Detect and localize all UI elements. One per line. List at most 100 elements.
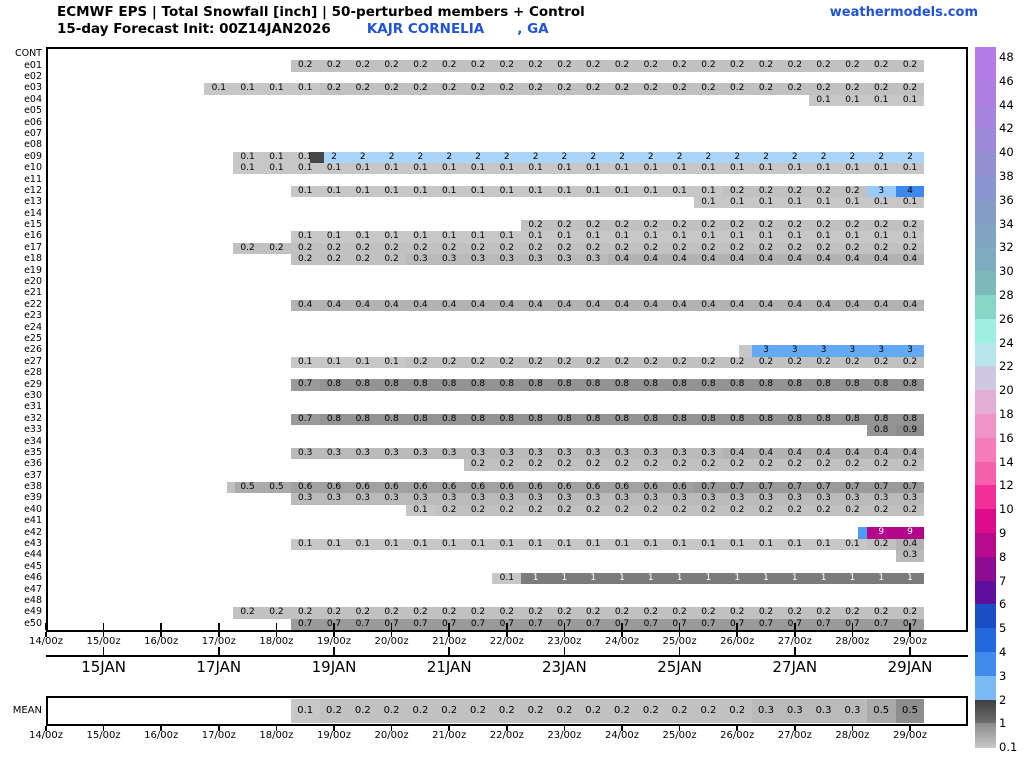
value-cell: 0.4 xyxy=(636,299,666,312)
date-tick xyxy=(678,647,681,656)
mean-cell: 0.5 xyxy=(895,699,925,723)
mean-tick-label: 28/00z xyxy=(835,730,870,741)
row-label: e06 xyxy=(24,116,42,128)
value-cell: 0.1 xyxy=(578,538,608,551)
value-cell: 0.8 xyxy=(550,413,579,425)
value-cell: 0.1 xyxy=(722,162,752,175)
value-cell: 0.1 xyxy=(521,185,550,198)
x-tick xyxy=(390,623,393,630)
value-cell: 0.1 xyxy=(838,231,867,243)
mean-tick-label: 18/00z xyxy=(259,730,294,741)
value-cell: 0.8 xyxy=(607,413,637,425)
value-cell: 0.1 xyxy=(348,231,378,243)
colorbar-label: 18 xyxy=(999,407,1014,421)
value-cell: 0.1 xyxy=(895,231,925,243)
value-cell: 0.2 xyxy=(665,459,694,471)
colorbar-segment xyxy=(975,461,996,486)
x-tick xyxy=(448,726,450,731)
value-cell: 0.2 xyxy=(751,242,781,255)
value-cell: 0.4 xyxy=(895,538,925,551)
colorbar-segment xyxy=(975,80,996,106)
value-cell: 0.3 xyxy=(377,493,406,505)
value-cell: 0.3 xyxy=(406,447,435,460)
value-cell: 0.1 xyxy=(492,162,522,175)
brand-link[interactable]: weathermodels.com xyxy=(829,5,978,20)
value-cell: 0.2 xyxy=(348,242,378,255)
date-label: 23JAN xyxy=(542,658,587,676)
mean-cell: 0.3 xyxy=(838,699,867,723)
value-cell: 2 xyxy=(895,151,925,163)
value-cell: 2 xyxy=(694,151,723,163)
value-cell: 0.2 xyxy=(348,60,378,72)
value-cell: 0.2 xyxy=(722,459,752,471)
value-cell: 0.6 xyxy=(377,481,406,494)
date-tick xyxy=(909,647,911,656)
value-cell: 0.1 xyxy=(290,162,320,175)
value-cell: 0.4 xyxy=(780,254,810,266)
value-cell: 1 xyxy=(521,573,550,585)
value-cell: 0.2 xyxy=(348,83,378,95)
value-cell: 0.2 xyxy=(838,607,867,619)
x-tick-label: 15/00z xyxy=(86,636,121,647)
value-cell: 0.2 xyxy=(578,83,608,95)
colorbar-label: 4 xyxy=(999,645,1007,659)
date-axis-line xyxy=(46,655,968,657)
mean-cell: 0.1 xyxy=(290,699,320,723)
colorbar-segment xyxy=(975,318,996,344)
value-cell: 0.1 xyxy=(233,83,262,95)
value-cell: 1 xyxy=(866,573,896,585)
value-cell: 0.1 xyxy=(607,162,637,175)
value-cell: 0.3 xyxy=(348,493,378,505)
x-tick xyxy=(621,726,623,731)
x-tick xyxy=(160,726,162,731)
value-cell: 0.8 xyxy=(578,379,608,391)
value-cell: 2 xyxy=(492,151,522,163)
value-cell: 0.1 xyxy=(809,162,838,175)
value-cell: 0.3 xyxy=(895,493,925,505)
value-cell: 0.2 xyxy=(722,185,752,198)
value-cell: 0.8 xyxy=(751,413,781,425)
value-cell: 0.1 xyxy=(694,538,723,551)
value-cell: 0.2 xyxy=(665,83,694,95)
value-cell: 0.2 xyxy=(463,83,493,95)
x-tick xyxy=(218,632,220,637)
value-cell: 0.3 xyxy=(550,447,579,460)
value-cell: 0.2 xyxy=(722,607,752,619)
value-cell: 0.3 xyxy=(578,447,608,460)
value-cell: 2 xyxy=(665,151,694,163)
x-tick-label: 25/00z xyxy=(662,636,697,647)
value-cell: 1 xyxy=(751,573,781,585)
value-cell: 0.3 xyxy=(636,447,666,460)
colorbar-segment xyxy=(975,271,996,296)
row-label: e36 xyxy=(24,458,42,470)
colorbar-label: 12 xyxy=(999,478,1014,493)
mean-label: MEAN xyxy=(12,705,42,716)
x-tick-label: 22/00z xyxy=(489,636,524,647)
value-cell: 0.2 xyxy=(809,83,838,95)
value-cell: 4 xyxy=(895,185,925,198)
value-cell: 0.2 xyxy=(607,242,637,255)
station-state: , GA xyxy=(517,21,549,37)
value-cell: 0.1 xyxy=(290,83,320,95)
value-cell: 0.8 xyxy=(406,379,435,391)
mean-cell: 0.5 xyxy=(866,699,896,723)
value-cell: 0.2 xyxy=(578,356,608,368)
value-cell: 0.2 xyxy=(550,459,579,471)
value-cell: 0.2 xyxy=(521,242,550,255)
colorbar-label: 5 xyxy=(999,621,1007,636)
value-cell: 0.1 xyxy=(578,185,608,198)
value-cell: 0.2 xyxy=(492,504,522,517)
colorbar-label: 10 xyxy=(999,502,1014,517)
value-cell: 0.3 xyxy=(319,447,349,460)
value-cell: 0.3 xyxy=(463,493,493,505)
value-cell: 0.1 xyxy=(665,185,694,198)
subtitle: 15-day Forecast Init: 00Z14JAN2026 KAJR C… xyxy=(57,21,549,37)
value-cell: 0.1 xyxy=(406,538,435,551)
value-cell: 0.2 xyxy=(406,83,435,95)
value-cell: 0.2 xyxy=(751,60,781,72)
value-cell: 0.1 xyxy=(348,185,378,198)
value-cell: 0.6 xyxy=(492,481,522,494)
value-cell: 0.8 xyxy=(665,413,694,425)
value-cell: 0.2 xyxy=(578,60,608,72)
value-cell: 0.3 xyxy=(492,493,522,505)
